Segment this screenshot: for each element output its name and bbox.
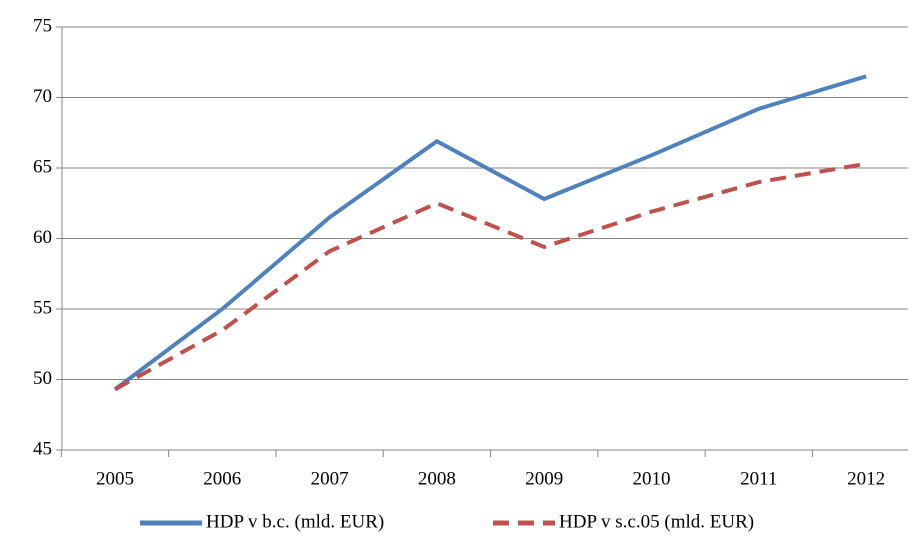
y-tick-label: 75: [33, 15, 52, 36]
x-tick-label: 2005: [96, 468, 134, 489]
y-tick-label: 55: [33, 297, 52, 318]
y-tick-label: 70: [33, 86, 52, 107]
x-tick-label: 2012: [847, 468, 885, 489]
legend-label: HDP v b.c. (mld. EUR): [206, 511, 384, 532]
x-tick-label: 2010: [633, 468, 671, 489]
series-line: [114, 161, 867, 392]
series-line: [113, 74, 867, 391]
y-tick-label: 65: [33, 156, 52, 177]
x-tick-label: 2009: [525, 468, 563, 489]
y-tick-label: 45: [33, 438, 52, 459]
y-tick-label: 50: [33, 368, 52, 389]
x-tick-label: 2011: [740, 468, 777, 489]
y-tick-label: 60: [33, 227, 52, 248]
legend-label: HDP v s.c.05 (mld. EUR): [559, 511, 754, 532]
x-tick-label: 2007: [311, 468, 349, 489]
x-tick-label: 2008: [418, 468, 456, 489]
x-tick-label: 2006: [203, 468, 241, 489]
